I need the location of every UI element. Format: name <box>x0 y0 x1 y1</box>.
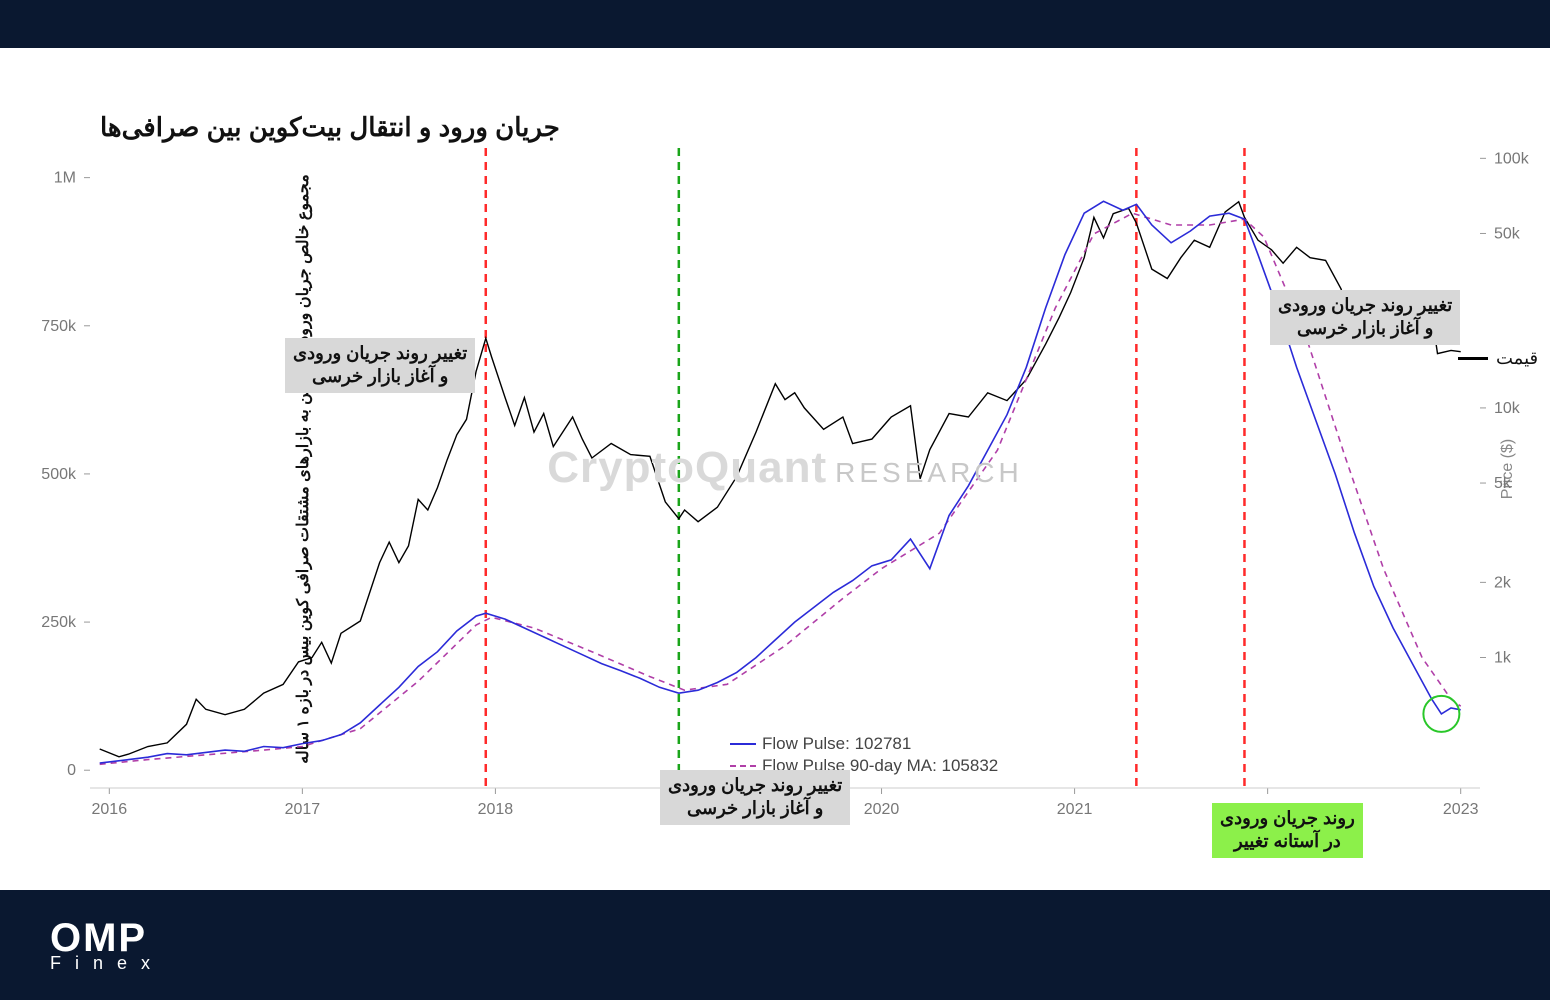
plot-area: CryptoQuantRESEARCH 20162017201820192020… <box>90 148 1480 788</box>
annotation: روند جریان ورودیدر آستانه تغییر <box>1212 803 1363 858</box>
svg-text:500k: 500k <box>41 466 77 483</box>
annotation: تغییر روند جریان ورودیو آغاز بازار خرسی <box>660 770 850 825</box>
svg-text:2k: 2k <box>1494 574 1512 591</box>
svg-text:2017: 2017 <box>285 801 321 818</box>
svg-text:2023: 2023 <box>1443 801 1479 818</box>
chart-container: جریان ورود و انتقال بیت‌کوین بین صرافی‌ه… <box>0 48 1550 890</box>
svg-text:100k: 100k <box>1494 150 1530 167</box>
logo-main: OMP <box>50 918 164 958</box>
watermark: CryptoQuant RESEARCH <box>547 443 1022 493</box>
annotation: تغییر روند جریان ورودیو آغاز بازار خرسی <box>1270 290 1460 345</box>
watermark-main: CryptoQuant <box>547 443 827 492</box>
svg-text:1M: 1M <box>54 170 76 187</box>
svg-text:2020: 2020 <box>864 801 900 818</box>
brand-logo: OMP Finex <box>50 918 164 972</box>
svg-text:0: 0 <box>67 762 76 779</box>
top-bar <box>0 0 1550 48</box>
svg-text:5k: 5k <box>1494 475 1512 492</box>
svg-text:2021: 2021 <box>1057 801 1093 818</box>
svg-text:50k: 50k <box>1494 225 1521 242</box>
svg-text:2018: 2018 <box>478 801 514 818</box>
chart-title: جریان ورود و انتقال بیت‌کوین بین صرافی‌ه… <box>100 112 560 143</box>
watermark-sub: RESEARCH <box>835 457 1023 488</box>
logo-sub: Finex <box>50 954 164 972</box>
annotation: تغییر روند جریان ورودیو آغاز بازار خرسی <box>285 338 475 393</box>
svg-text:1k: 1k <box>1494 649 1512 666</box>
svg-text:250k: 250k <box>41 614 77 631</box>
price-legend: قیمت <box>1458 348 1538 369</box>
svg-text:10k: 10k <box>1494 400 1521 417</box>
price-legend-label: قیمت <box>1496 348 1538 369</box>
price-legend-swatch <box>1458 357 1488 360</box>
svg-text:750k: 750k <box>41 318 77 335</box>
bottom-bar: OMP Finex <box>0 890 1550 1000</box>
svg-text:2016: 2016 <box>92 801 128 818</box>
